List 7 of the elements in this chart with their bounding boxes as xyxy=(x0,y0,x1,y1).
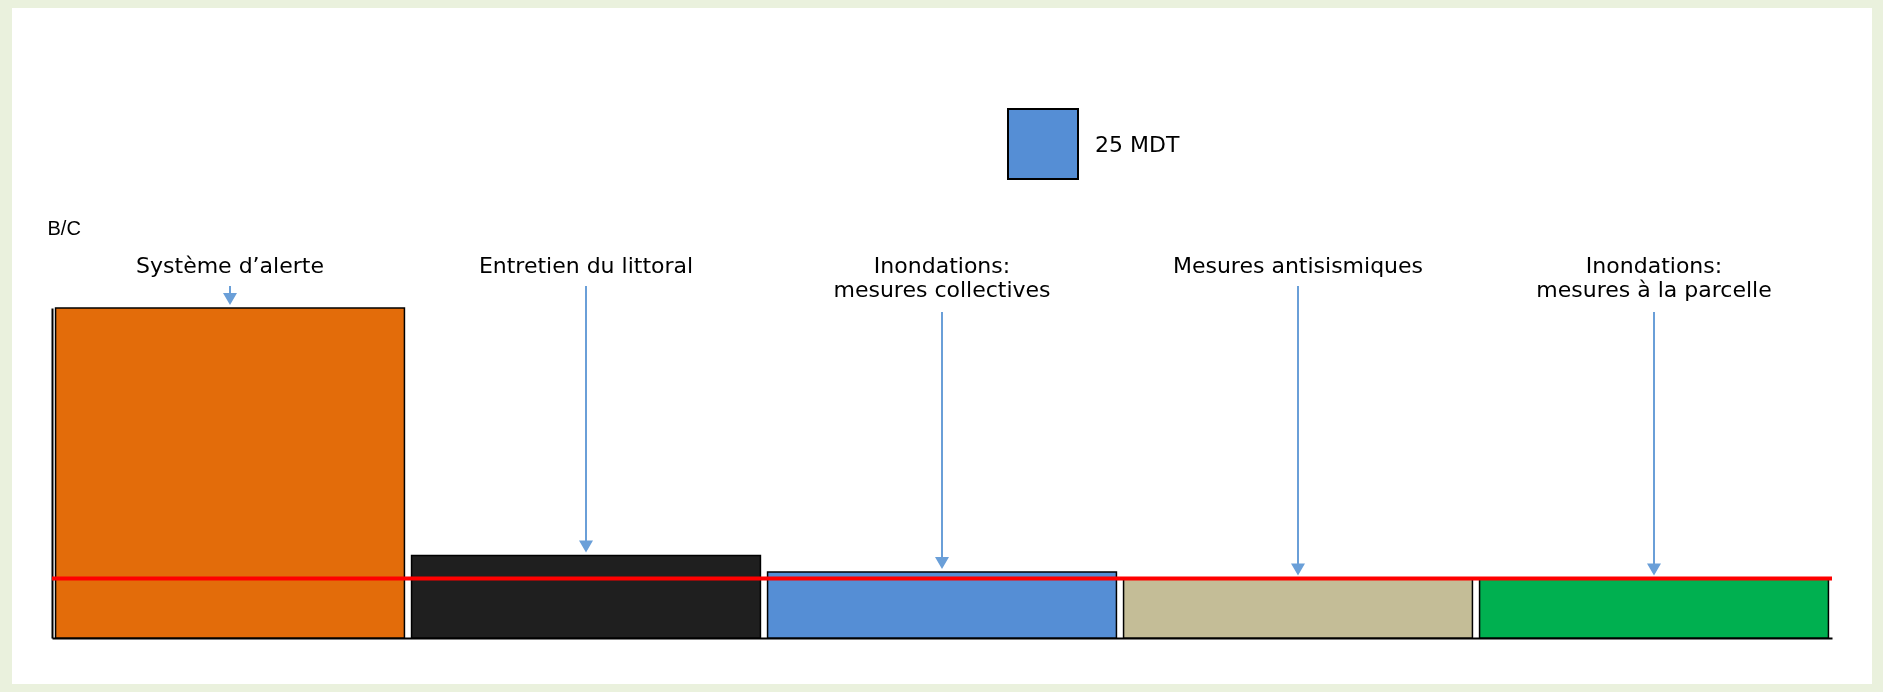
x-tick-label: Inondations: mesures collectives xyxy=(833,253,1051,302)
x-tick-label: Mesures antisismiques xyxy=(1172,253,1424,278)
x-tick-label: Inondations: mesures à la parcelle xyxy=(1536,253,1772,302)
y-axis-title: B/C xyxy=(47,216,81,239)
x-tick-label: Entretien du littoral xyxy=(478,253,694,278)
text: 25 MDT xyxy=(1095,131,1180,157)
x-tick-label: Système d’alerte xyxy=(136,253,324,278)
